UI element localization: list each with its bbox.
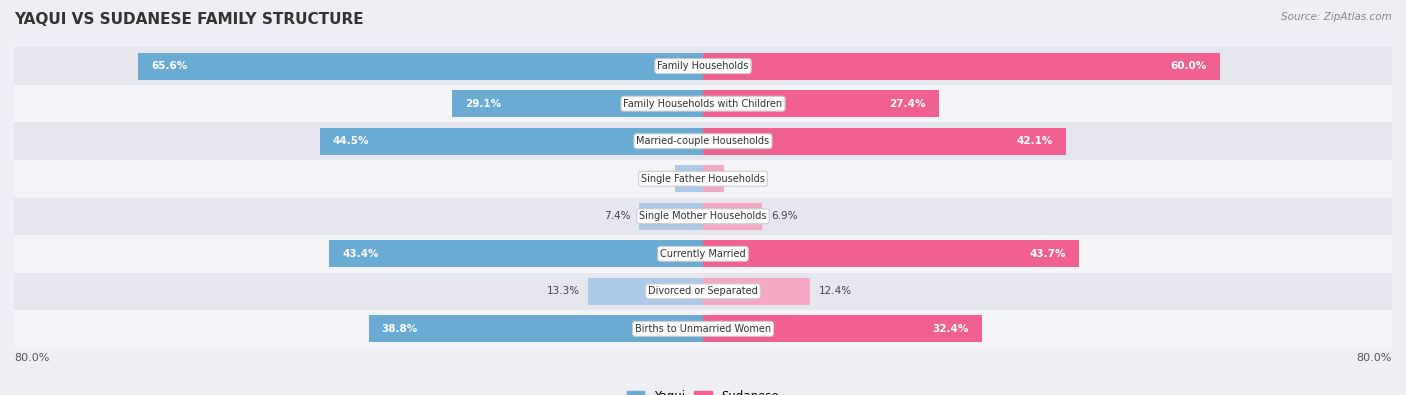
Text: 43.7%: 43.7% <box>1031 249 1066 259</box>
Bar <box>703 53 1219 80</box>
Text: 42.1%: 42.1% <box>1017 136 1053 146</box>
Bar <box>703 128 1066 155</box>
Text: Currently Married: Currently Married <box>661 249 745 259</box>
Text: Births to Unmarried Women: Births to Unmarried Women <box>636 324 770 334</box>
Text: 6.9%: 6.9% <box>770 211 797 221</box>
Bar <box>640 203 703 230</box>
Bar <box>703 90 939 117</box>
Text: Family Households: Family Households <box>658 61 748 71</box>
Bar <box>14 198 1392 235</box>
Text: 29.1%: 29.1% <box>465 99 502 109</box>
Bar <box>14 122 1392 160</box>
Text: 65.6%: 65.6% <box>150 61 187 71</box>
Text: 38.8%: 38.8% <box>382 324 418 334</box>
Text: 27.4%: 27.4% <box>890 99 927 109</box>
Bar <box>368 315 703 342</box>
Text: 80.0%: 80.0% <box>14 353 49 363</box>
Text: 2.4%: 2.4% <box>733 174 759 184</box>
Bar <box>703 203 762 230</box>
Bar <box>319 128 703 155</box>
Bar <box>703 315 981 342</box>
Legend: Yaqui, Sudanese: Yaqui, Sudanese <box>621 385 785 395</box>
Bar <box>14 85 1392 122</box>
Text: Single Mother Households: Single Mother Households <box>640 211 766 221</box>
Bar <box>14 160 1392 198</box>
Bar <box>329 240 703 267</box>
Bar <box>589 278 703 305</box>
Bar <box>703 278 810 305</box>
Text: 3.2%: 3.2% <box>640 174 666 184</box>
Bar <box>14 273 1392 310</box>
Text: Source: ZipAtlas.com: Source: ZipAtlas.com <box>1281 12 1392 22</box>
Text: 60.0%: 60.0% <box>1171 61 1206 71</box>
Bar <box>138 53 703 80</box>
Text: 7.4%: 7.4% <box>605 211 631 221</box>
Text: Family Households with Children: Family Households with Children <box>623 99 783 109</box>
Text: 44.5%: 44.5% <box>333 136 370 146</box>
Text: 32.4%: 32.4% <box>932 324 969 334</box>
Bar <box>14 47 1392 85</box>
Text: Divorced or Separated: Divorced or Separated <box>648 286 758 296</box>
Bar <box>675 165 703 192</box>
Text: 13.3%: 13.3% <box>547 286 579 296</box>
Text: 12.4%: 12.4% <box>818 286 852 296</box>
Bar <box>453 90 703 117</box>
Text: Married-couple Households: Married-couple Households <box>637 136 769 146</box>
Text: 43.4%: 43.4% <box>342 249 378 259</box>
Bar <box>703 165 724 192</box>
Text: 80.0%: 80.0% <box>1357 353 1392 363</box>
Bar <box>14 310 1392 348</box>
Bar <box>14 235 1392 273</box>
Bar <box>703 240 1080 267</box>
Text: YAQUI VS SUDANESE FAMILY STRUCTURE: YAQUI VS SUDANESE FAMILY STRUCTURE <box>14 12 364 27</box>
Text: Single Father Households: Single Father Households <box>641 174 765 184</box>
